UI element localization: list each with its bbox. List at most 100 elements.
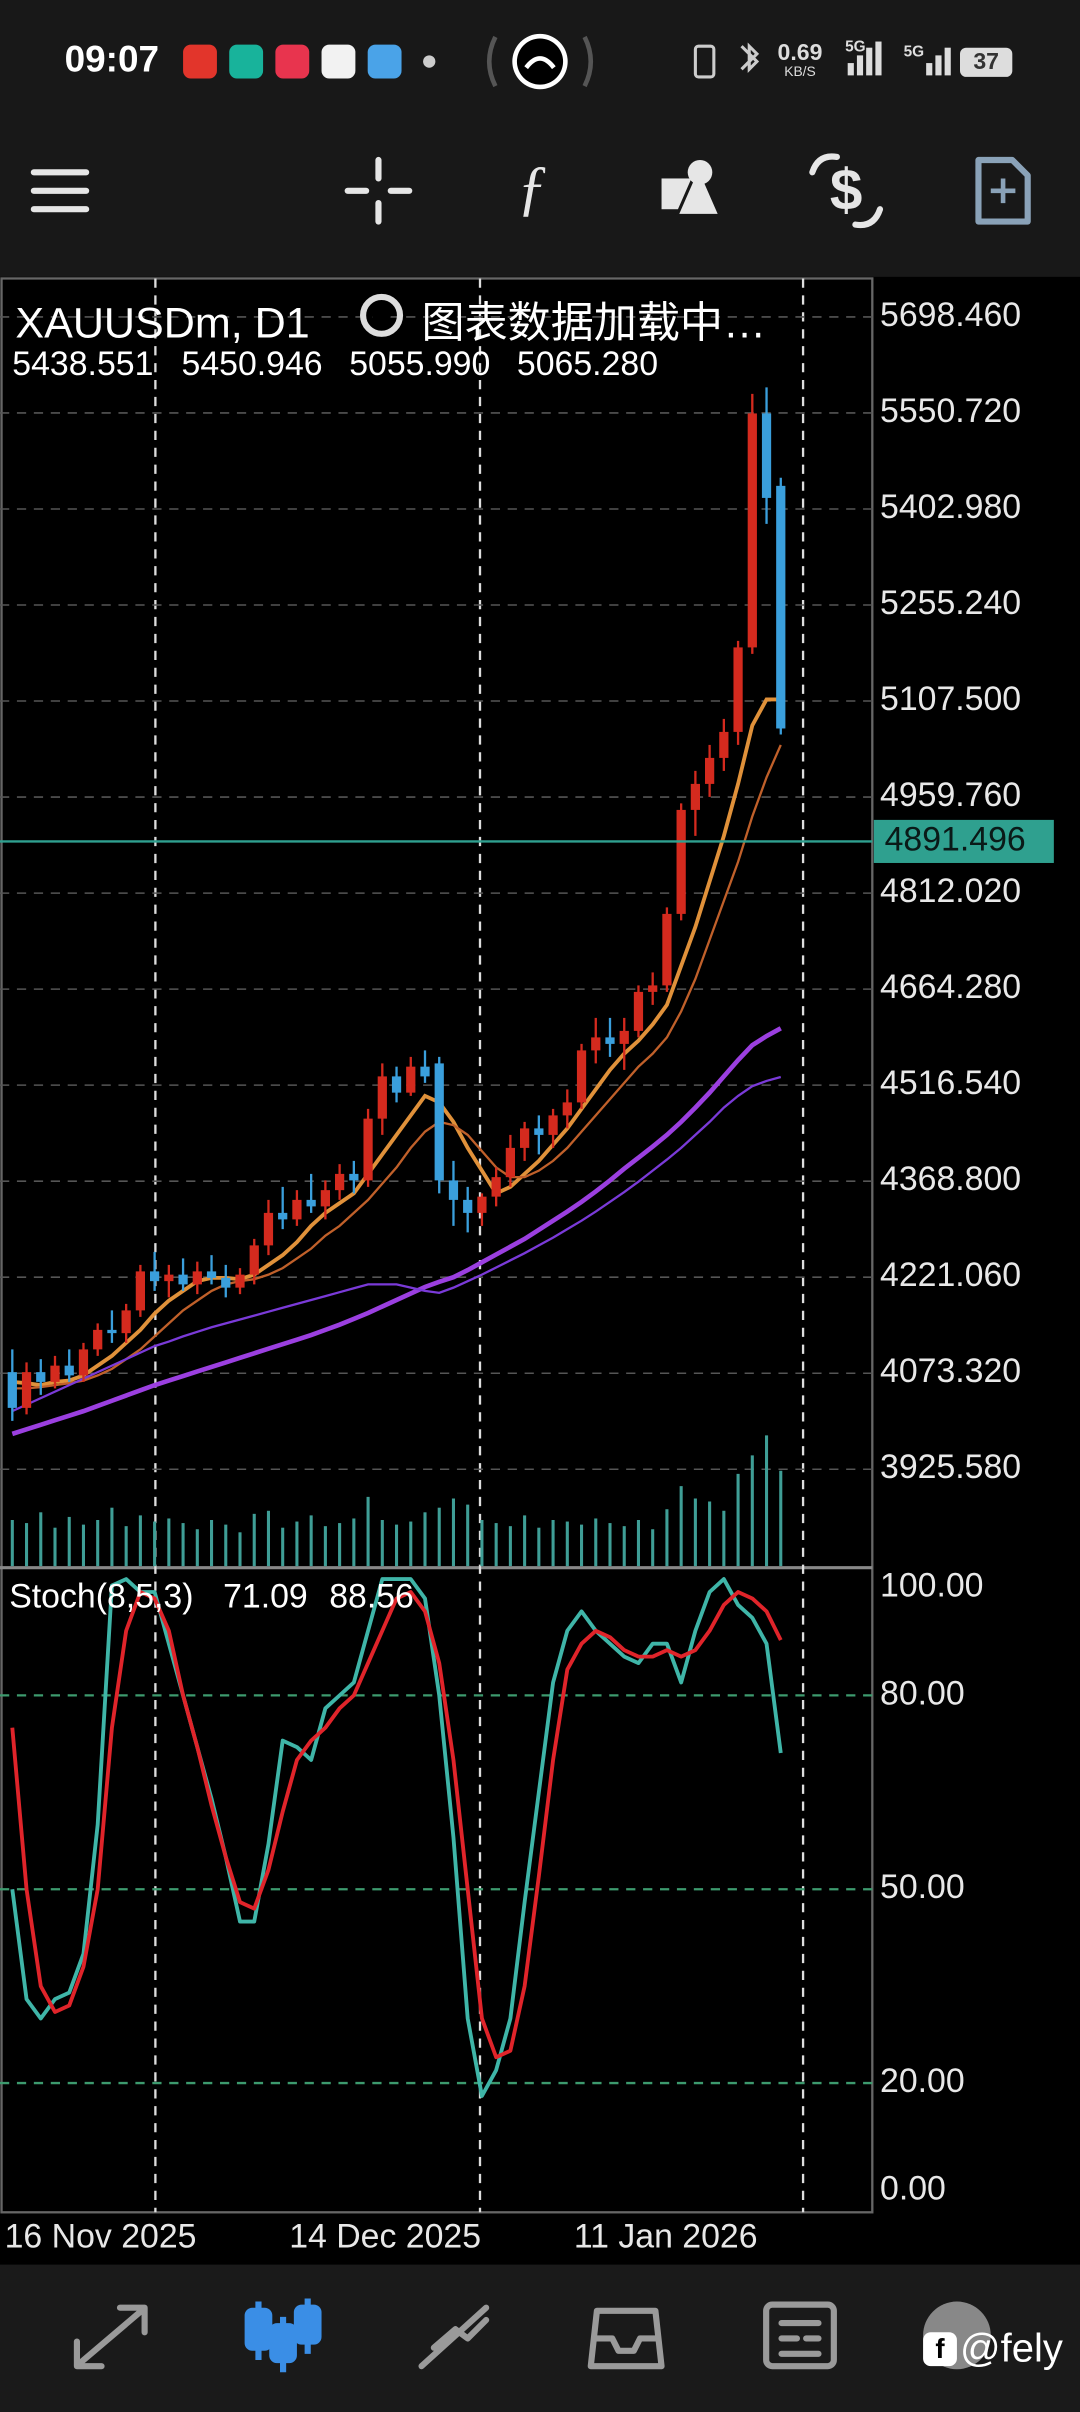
candle-body	[576, 1050, 587, 1103]
candle-body	[335, 1173, 345, 1191]
net-speed: 0.69	[778, 39, 823, 65]
y-tick-label: 50.00	[880, 1868, 965, 1906]
candle-body	[662, 913, 672, 986]
svg-text:ƒ: ƒ	[517, 154, 548, 222]
candle-body	[278, 1212, 288, 1220]
candle-body	[406, 1066, 416, 1093]
chart-title: XAUUSDm, D1	[15, 300, 309, 348]
current-price-box	[873, 819, 1054, 863]
candle-body	[7, 1372, 17, 1408]
y-tick-label: 5402.980	[880, 488, 1021, 526]
indicator-main-value: 71.09	[223, 1577, 308, 1615]
y-tick-label: 4221.060	[880, 1256, 1021, 1294]
candle-body	[761, 413, 772, 498]
moving-average-line	[12, 744, 782, 1390]
x-tick-label: 16 Nov 2025	[5, 2217, 197, 2255]
candle-body	[178, 1274, 188, 1285]
battery-level: 37	[973, 48, 999, 74]
candle-body	[64, 1365, 74, 1376]
y-tick-label: 5255.240	[880, 584, 1021, 622]
candle-body	[78, 1349, 89, 1376]
y-tick-label: 4959.760	[880, 776, 1021, 814]
candle-body	[420, 1066, 430, 1077]
y-tick-label: 4664.280	[880, 968, 1021, 1006]
y-tick-label: 5550.720	[880, 392, 1021, 430]
candle-body	[320, 1190, 330, 1207]
menu-button[interactable]	[30, 169, 90, 213]
candle-body	[676, 809, 686, 914]
candle-body	[121, 1310, 131, 1334]
moving-average-line	[12, 697, 781, 1388]
candle-body	[548, 1115, 558, 1135]
candle-body	[306, 1199, 316, 1207]
indicators-button[interactable]: ƒ	[517, 154, 548, 222]
candle-body	[690, 783, 700, 810]
status-icons	[693, 41, 1013, 79]
ohlc-high: 5450.946	[182, 345, 323, 383]
candle-body	[562, 1102, 572, 1116]
y-tick-label: 80.00	[880, 1674, 965, 1712]
candle-body	[463, 1199, 473, 1213]
candle-body	[434, 1063, 444, 1181]
signal-label: 5G	[845, 39, 866, 56]
candle-body	[705, 757, 715, 784]
chart-bg	[0, 276, 1080, 2265]
trade-button[interactable]: $	[809, 153, 884, 229]
ohlc-close: 5065.280	[517, 345, 658, 383]
candle-body	[206, 1271, 217, 1278]
svg-text:f: f	[935, 2333, 945, 2364]
svg-text:$: $	[830, 157, 863, 222]
new-order-button[interactable]	[975, 156, 1031, 225]
history-tab[interactable]	[587, 2307, 665, 2370]
news-tab[interactable]	[763, 2301, 837, 2370]
candle-body	[633, 991, 644, 1031]
candle-body	[192, 1271, 202, 1285]
moving-average-line	[11, 1075, 782, 1413]
candle-body	[719, 731, 729, 758]
candle-body	[776, 485, 786, 729]
x-tick-label: 11 Jan 2026	[574, 2217, 758, 2255]
watermark: @fely	[960, 2326, 1063, 2370]
y-tick-label: 5107.500	[880, 680, 1021, 718]
loading-spinner	[360, 293, 404, 337]
loading-status: 图表数据加载中…	[422, 300, 767, 348]
candle-body	[135, 1271, 145, 1311]
candle-body	[93, 1329, 103, 1350]
candle-body	[107, 1329, 117, 1334]
chart-tab[interactable]	[244, 2298, 322, 2373]
y-tick-label: 20.00	[880, 2062, 965, 2100]
candle-body	[619, 1030, 629, 1044]
candle-body	[491, 1177, 501, 1197]
moving-average-line	[11, 1026, 782, 1437]
crosshair-button[interactable]	[344, 156, 413, 225]
signal-label: 5G	[904, 43, 925, 60]
candle-body	[477, 1196, 487, 1213]
candle-body	[292, 1199, 302, 1220]
trade-tab[interactable]	[418, 2304, 490, 2370]
watermark-logo: f	[923, 2332, 957, 2367]
ohlc-low: 5055.990	[349, 345, 490, 383]
candle-body	[534, 1128, 544, 1135]
y-tick-label: 4516.540	[880, 1064, 1021, 1102]
candle-body	[605, 1037, 615, 1044]
candle-body	[235, 1274, 245, 1288]
candle-body	[733, 647, 743, 732]
status-time: 09:07	[65, 38, 159, 79]
candle-body	[263, 1212, 274, 1246]
candle-body	[391, 1076, 402, 1093]
candle-body	[221, 1277, 231, 1288]
candle-body	[520, 1128, 530, 1148]
candle-body	[21, 1372, 32, 1408]
candle-body	[648, 985, 658, 992]
indicator-title: Stoch(8,5,3)	[9, 1577, 193, 1615]
y-tick-label: 4812.020	[880, 872, 1021, 910]
indicator-signal-value: 88.56	[329, 1577, 414, 1615]
candle-body	[349, 1173, 359, 1181]
objects-button[interactable]	[661, 160, 723, 217]
quotes-tab[interactable]	[73, 2304, 148, 2370]
y-tick-label: 4368.800	[880, 1160, 1021, 1198]
notification-icons	[183, 44, 436, 79]
candle-body	[363, 1118, 373, 1181]
x-tick-label: 14 Dec 2025	[289, 2217, 481, 2255]
